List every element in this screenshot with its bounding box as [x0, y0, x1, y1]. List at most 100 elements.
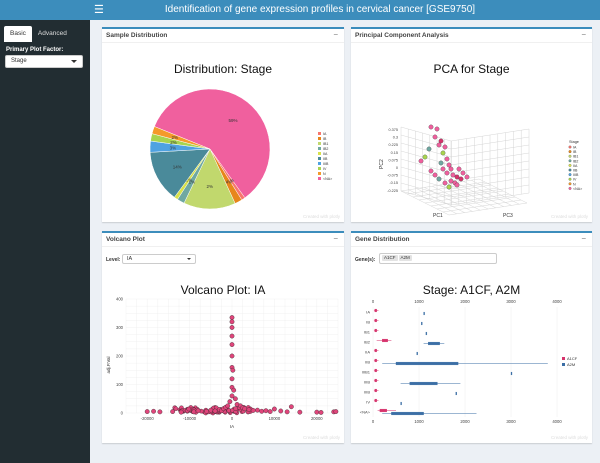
box-tick-label: 4000 — [552, 419, 562, 424]
legend-swatch — [568, 150, 572, 153]
pie-slice — [154, 88, 271, 199]
pca-point — [440, 166, 446, 172]
collapse-button[interactable]: − — [581, 30, 586, 39]
box-category-label: IIIB1 — [362, 370, 371, 375]
box-tick-label: 0 — [372, 299, 375, 304]
volcano-point — [204, 408, 209, 414]
box-body — [400, 401, 402, 406]
volcano-point — [157, 409, 163, 415]
volcano-tick-label: 10000 — [269, 416, 281, 421]
volcano-point — [267, 409, 273, 414]
pca-point — [444, 170, 450, 176]
volcano-point — [242, 406, 248, 412]
box-body — [425, 331, 428, 336]
volcano-chart: 0 100 200 300 400 -20000 -10000 0 10000 20000 IA ad… — [106, 297, 339, 429]
legend-swatch — [318, 132, 321, 135]
pca-tick-label: 0.375 — [388, 128, 398, 132]
box-body — [374, 328, 377, 333]
primary-plot-factor-label: Primary Plot Factor: — [6, 47, 64, 53]
pca-floor-line — [400, 190, 450, 216]
pca-point — [446, 184, 452, 190]
primary-plot-factor-value: Stage — [11, 58, 27, 64]
legend-swatch — [318, 147, 321, 150]
legend-swatch — [568, 163, 572, 167]
legend-label: IIA — [573, 164, 578, 168]
pie-slice — [151, 126, 211, 150]
volcano-point — [263, 408, 269, 414]
box-body — [382, 338, 388, 343]
pca-axis-label: PC2 — [379, 159, 385, 169]
pca-point — [448, 178, 454, 184]
box-category-label: IIIB — [364, 380, 370, 385]
pca-point — [428, 124, 434, 130]
gene-tag[interactable]: A1CF — [382, 255, 398, 261]
hamburger-icon[interactable]: ☰ — [94, 4, 104, 16]
volcano-point — [250, 408, 256, 413]
box-body — [374, 348, 377, 353]
box-tick-label: 0 — [372, 419, 375, 424]
collapse-button[interactable]: − — [333, 234, 338, 243]
plotly-watermark: Created with plotly — [550, 435, 588, 440]
box-body — [374, 388, 377, 393]
sample-distribution-title: Sample Distribution — [106, 32, 168, 39]
pca-title: Principal Component Analysis — [355, 32, 449, 39]
tab-advanced[interactable]: Advanced — [37, 30, 67, 37]
volcano-tick-label: 400 — [116, 297, 124, 302]
volcano-point — [230, 367, 236, 373]
collapse-button[interactable]: − — [333, 30, 338, 39]
box-category-label: IIB — [365, 360, 370, 365]
pca-point — [454, 174, 460, 180]
box-body — [374, 358, 377, 363]
pca-grid-line — [400, 134, 452, 150]
box-tick-label: 2000 — [460, 419, 470, 424]
volcano-box: Volcano Plot − Level: IA Volcano Plot: I… — [102, 231, 344, 443]
legend-label: IIA — [323, 152, 328, 156]
pie-data-label: 1% — [189, 179, 196, 184]
legend-swatch — [318, 137, 321, 140]
collapse-button[interactable]: − — [581, 234, 586, 243]
legend-swatch — [318, 167, 321, 170]
box-category-label: IIA — [365, 350, 370, 355]
pca-point — [458, 176, 464, 182]
volcano-point — [255, 407, 260, 413]
pca-point — [436, 142, 442, 148]
pie-data-label: 2% — [170, 140, 177, 145]
gene-tag[interactable]: A2M — [398, 255, 412, 261]
pca-axis-label: PC3 — [503, 213, 513, 219]
legend-swatch — [568, 145, 572, 149]
primary-plot-factor-select[interactable]: Stage — [5, 55, 83, 68]
box-tick-label: 1000 — [414, 299, 424, 304]
volcano-y-label: adj.P.Val — [106, 356, 111, 373]
legend-swatch — [568, 173, 572, 176]
pca-tick-label: 0.225 — [388, 143, 398, 147]
volcano-point — [297, 409, 303, 415]
box-body — [374, 308, 377, 313]
pca-box: Principal Component Analysis − PCA for S… — [351, 27, 592, 222]
legend-title: Stage — [569, 140, 579, 144]
level-select[interactable]: IA — [122, 254, 196, 264]
pca-tick-label: 0.3 — [393, 136, 398, 140]
pca-tick-label: -0.225 — [387, 189, 398, 193]
tab-basic[interactable]: Basic — [4, 26, 32, 42]
legend-label: IB1 — [323, 142, 328, 146]
level-value: IA — [127, 256, 133, 262]
legend-label: IIIB — [323, 162, 329, 166]
volcano-tick-label: 0 — [231, 416, 234, 421]
legend-label: N — [323, 172, 326, 176]
legend-swatch — [318, 177, 321, 180]
pca-grid-line — [400, 190, 452, 206]
gene-distribution-title: Gene Distribution — [355, 236, 410, 243]
pca-grid-line — [400, 166, 452, 182]
box-tick-label: 3000 — [506, 299, 516, 304]
box-body — [374, 318, 377, 323]
box-body — [409, 381, 438, 386]
plotly-watermark: Created with plotly — [302, 435, 340, 440]
box-tick-label: 3000 — [506, 419, 516, 424]
level-label: Level: — [106, 257, 121, 263]
box-category-label: IB2 — [364, 340, 371, 345]
volcano-point — [195, 408, 201, 414]
legend-label: IB1 — [573, 155, 578, 159]
genes-input[interactable]: A1CF A2M — [379, 253, 497, 264]
legend-label: <NA> — [573, 187, 582, 191]
pca-floor-line — [416, 188, 465, 213]
